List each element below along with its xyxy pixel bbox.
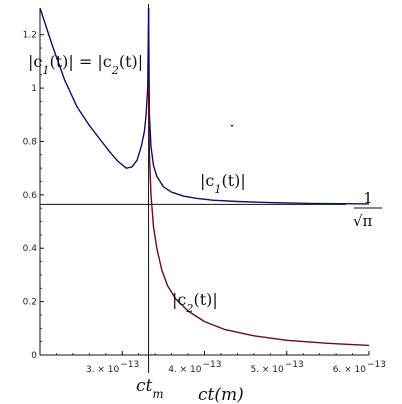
x-axis-label: ct(m) — [198, 385, 244, 404]
y-tick-label: 1.2 — [23, 31, 37, 41]
series-line-2 — [147, 7, 370, 205]
reference-label-denominator: √π — [353, 212, 373, 230]
y-tick-label: 0.6 — [23, 191, 38, 201]
x-tick-exponent: −13 — [120, 360, 139, 370]
series-group — [39, 7, 370, 347]
labels-group: |c1(t)| = |c2(t)| |c1(t)| |c2(t)| 1 √π ctm ct(… — [28, 52, 382, 404]
x-tick-label: 3. × 10 — [86, 365, 120, 375]
x-tick-label: 6. × 10 — [333, 365, 367, 375]
x-tick-exponent: −13 — [203, 360, 222, 370]
ctm-label: ctm — [136, 376, 164, 401]
series-line-1 — [39, 7, 150, 169]
x-tick-exponent: −13 — [367, 360, 386, 370]
y-tick-label: 0.8 — [23, 137, 38, 147]
x-tick-exponent: −13 — [285, 360, 304, 370]
y-tick-label: 0.4 — [23, 244, 38, 254]
annotation-c2: |c2(t)| — [172, 290, 218, 315]
series-line-3 — [147, 88, 370, 347]
annotation-c1: |c1(t)| — [200, 171, 246, 196]
x-tick-label: 4. × 10 — [168, 365, 202, 375]
y-tick-label: 0.2 — [23, 298, 37, 308]
reference-label-numerator: 1 — [363, 189, 373, 207]
axes: 00.20.40.60.811.23. × 10 −13 4. × 10 −13 5. … — [23, 4, 386, 375]
y-tick-label: 0 — [31, 351, 37, 361]
y-tick-label: 1 — [31, 84, 37, 94]
speck-mark — [231, 125, 233, 127]
x-tick-label: 5. × 10 — [250, 365, 284, 375]
annotation-equal-amplitude: |c1(t)| = |c2(t)| — [28, 52, 143, 77]
